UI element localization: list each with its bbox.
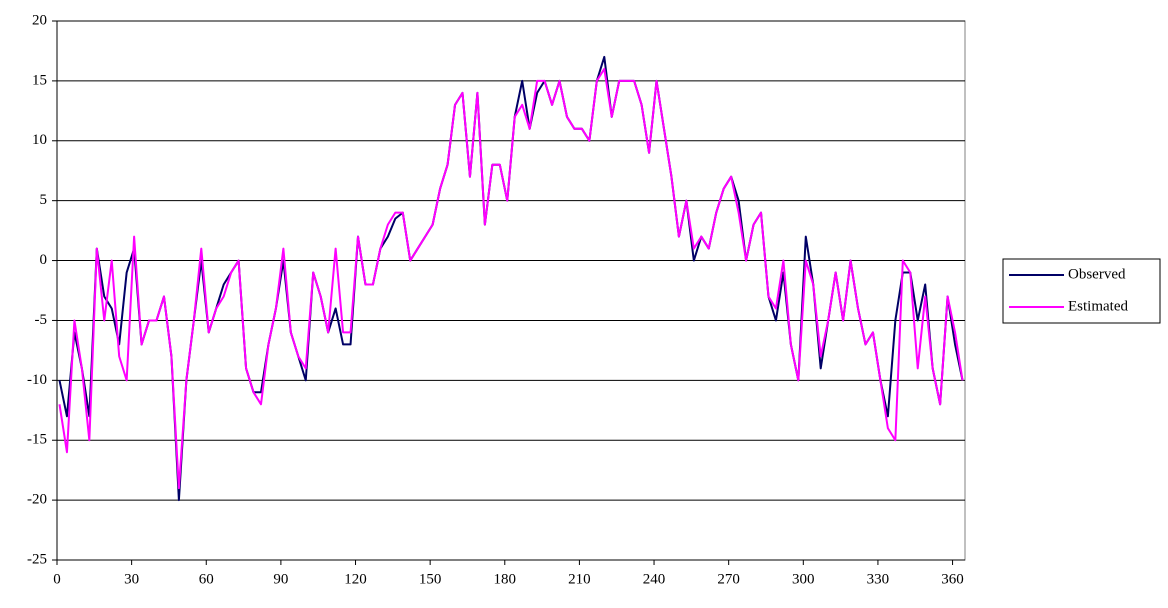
- x-tick-label: 210: [568, 571, 591, 587]
- y-tick-label: 5: [40, 192, 48, 208]
- legend-label: Estimated: [1068, 298, 1128, 314]
- x-tick-label: 180: [494, 571, 517, 587]
- y-tick-label: 15: [32, 72, 47, 88]
- legend: [1002, 258, 1161, 324]
- data-line: [58, 67, 964, 490]
- x-tick-label: 360: [941, 571, 964, 587]
- x-tick-label: 270: [717, 571, 740, 587]
- y-tick-label: -10: [27, 372, 47, 388]
- x-tick-label: 240: [643, 571, 666, 587]
- y-tick-label: -5: [35, 312, 48, 328]
- x-tick-label: 30: [124, 571, 139, 587]
- x-tick-label: 330: [867, 571, 890, 587]
- plot-area: [56, 20, 966, 561]
- y-tick-label: 0: [40, 252, 48, 268]
- x-tick-label: 0: [53, 571, 61, 587]
- legend-label: Observed: [1068, 266, 1126, 282]
- x-tick-label: 90: [273, 571, 288, 587]
- y-tick-label: 20: [32, 12, 47, 28]
- x-tick-label: 300: [792, 571, 815, 587]
- y-tick-label: 10: [32, 132, 47, 148]
- y-tick-label: -15: [27, 432, 47, 448]
- x-tick-label: 120: [344, 571, 367, 587]
- x-tick-label: 150: [419, 571, 442, 587]
- y-tick-label: -25: [27, 551, 47, 567]
- y-tick-label: -20: [27, 492, 47, 508]
- x-tick-label: 60: [199, 571, 214, 587]
